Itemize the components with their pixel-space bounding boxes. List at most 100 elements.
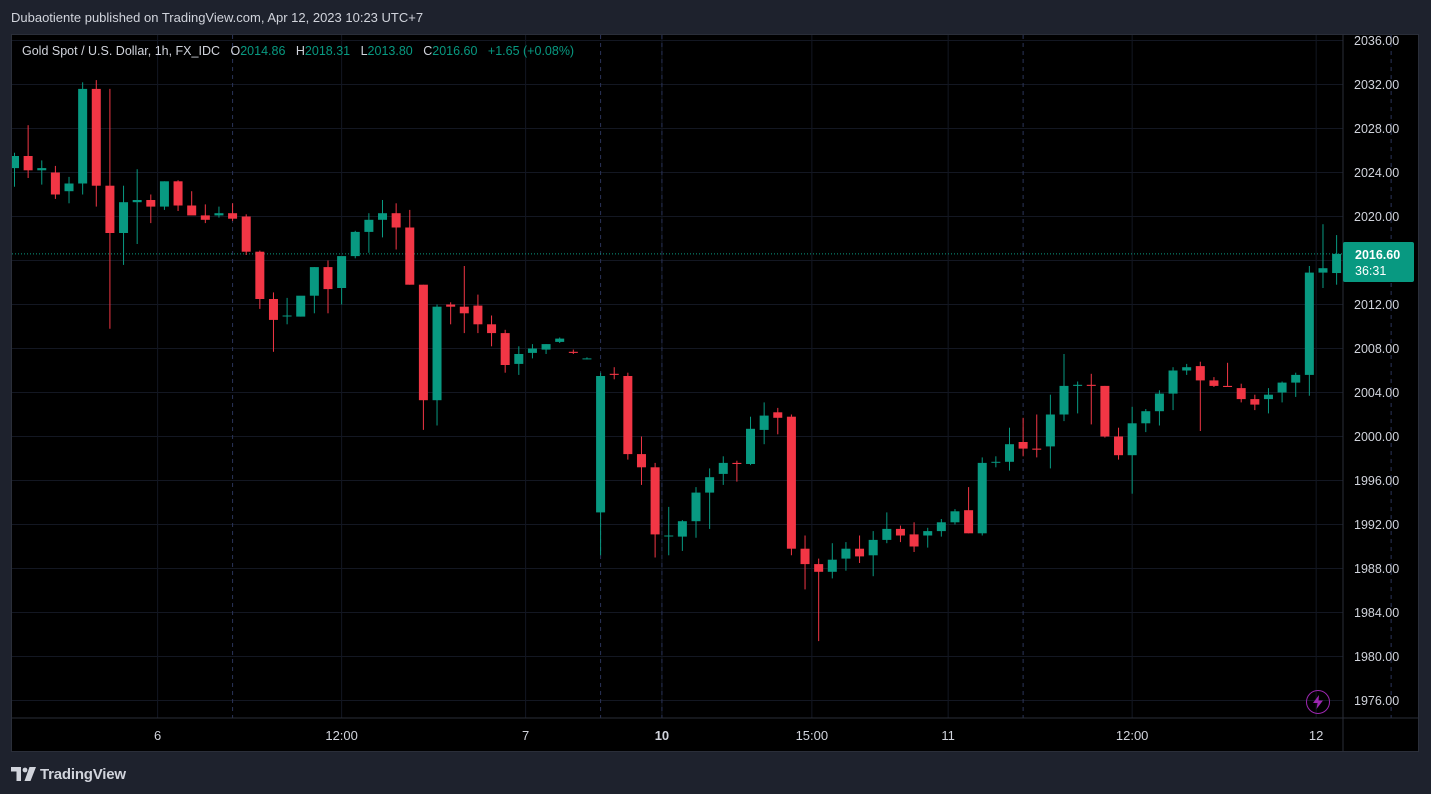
- candle-75[interactable]: [1032, 414, 1042, 458]
- candle-52[interactable]: [718, 456, 728, 485]
- candlestick-chart[interactable]: 2036.00 2032.00 2028.00 2024.00 2020.00 2016.…: [12, 35, 1418, 751]
- candle-82[interactable]: [1127, 406, 1137, 494]
- candle-62[interactable]: [855, 535, 865, 564]
- candle-6[interactable]: [91, 80, 101, 207]
- candle-50[interactable]: [691, 487, 701, 538]
- candle-47[interactable]: [650, 462, 660, 558]
- candle-7[interactable]: [105, 88, 115, 329]
- candle-29[interactable]: [405, 209, 415, 285]
- candle-45[interactable]: [623, 372, 633, 460]
- candle-37[interactable]: [514, 346, 524, 375]
- candle-10[interactable]: [146, 194, 156, 224]
- candle-68[interactable]: [936, 519, 946, 537]
- candle-18[interactable]: [255, 250, 265, 309]
- candle-30[interactable]: [418, 284, 428, 430]
- footer-branding[interactable]: TradingView: [11, 764, 126, 784]
- candle-36[interactable]: [500, 329, 510, 373]
- candle-72[interactable]: [991, 456, 1001, 468]
- candle-27[interactable]: [378, 200, 388, 238]
- candle-53[interactable]: [732, 460, 742, 482]
- candle-31[interactable]: [432, 304, 442, 426]
- candle-14[interactable]: [200, 204, 210, 224]
- candle-33[interactable]: [459, 266, 469, 334]
- candle-67[interactable]: [923, 527, 933, 548]
- candle-60[interactable]: [827, 543, 837, 579]
- candle-79[interactable]: [1086, 373, 1096, 425]
- candle-28[interactable]: [391, 203, 401, 250]
- candle-16[interactable]: [228, 203, 238, 221]
- candle-20[interactable]: [282, 297, 292, 325]
- candle-24[interactable]: [337, 256, 347, 305]
- candle-66[interactable]: [909, 522, 919, 552]
- candle-61[interactable]: [841, 542, 851, 571]
- candle-2[interactable]: [37, 160, 47, 185]
- candle-76[interactable]: [1045, 394, 1055, 469]
- candle-46[interactable]: [636, 436, 646, 485]
- price-axis[interactable]: 2036.00 2032.00 2028.00 2024.00 2020.00 2016.…: [1354, 35, 1399, 708]
- candle-91[interactable]: [1250, 394, 1260, 411]
- candle-12[interactable]: [173, 180, 183, 211]
- candle-71[interactable]: [977, 457, 987, 536]
- candle-23[interactable]: [323, 260, 333, 314]
- candle-87[interactable]: [1195, 361, 1205, 431]
- candle-8[interactable]: [119, 185, 129, 265]
- candle-73[interactable]: [1004, 427, 1014, 471]
- candle-65[interactable]: [895, 525, 905, 543]
- candle-21[interactable]: [296, 295, 306, 317]
- candle-13[interactable]: [187, 191, 197, 216]
- candle-48[interactable]: [664, 506, 674, 556]
- candle-92[interactable]: [1263, 388, 1273, 414]
- chart-panel[interactable]: 2036.00 2032.00 2028.00 2024.00 2020.00 2016.…: [11, 34, 1419, 752]
- candle-15[interactable]: [214, 206, 224, 218]
- candle-19[interactable]: [268, 292, 278, 352]
- candle-26[interactable]: [364, 213, 374, 253]
- candle-41[interactable]: [568, 349, 578, 354]
- candle-42[interactable]: [582, 357, 592, 360]
- candle-5[interactable]: [78, 82, 88, 195]
- candle-81[interactable]: [1114, 427, 1124, 460]
- candle-49[interactable]: [677, 520, 687, 551]
- candle-22[interactable]: [309, 267, 319, 314]
- candle-58[interactable]: [800, 535, 810, 590]
- candle-70[interactable]: [964, 487, 974, 534]
- candle-25[interactable]: [350, 230, 360, 259]
- candle-84[interactable]: [1154, 390, 1164, 426]
- candle-97[interactable]: [1332, 235, 1342, 285]
- candle-51[interactable]: [705, 468, 715, 529]
- candle-94[interactable]: [1291, 372, 1301, 397]
- candles[interactable]: [12, 80, 1342, 642]
- candle-59[interactable]: [814, 558, 824, 642]
- candle-89[interactable]: [1223, 362, 1233, 387]
- candle-35[interactable]: [487, 315, 497, 347]
- candle-93[interactable]: [1277, 381, 1287, 403]
- candle-44[interactable]: [609, 367, 619, 380]
- lightning-bolt-icon[interactable]: [1306, 690, 1330, 714]
- candle-74[interactable]: [1018, 417, 1028, 457]
- candle-43[interactable]: [596, 372, 606, 556]
- candle-54[interactable]: [746, 416, 756, 466]
- candle-90[interactable]: [1236, 383, 1246, 403]
- candle-39[interactable]: [541, 344, 551, 354]
- candle-17[interactable]: [241, 214, 251, 255]
- candle-96[interactable]: [1318, 224, 1328, 288]
- candle-38[interactable]: [527, 344, 537, 359]
- candle-57[interactable]: [786, 414, 796, 556]
- candle-34[interactable]: [473, 294, 483, 334]
- candle-9[interactable]: [132, 169, 142, 244]
- candle-4[interactable]: [64, 176, 74, 204]
- candle-86[interactable]: [1182, 363, 1192, 375]
- candle-32[interactable]: [446, 302, 456, 325]
- candle-0[interactable]: [12, 152, 19, 187]
- candle-56[interactable]: [773, 407, 783, 435]
- candle-64[interactable]: [882, 512, 892, 544]
- candle-95[interactable]: [1304, 266, 1314, 396]
- candle-83[interactable]: [1141, 409, 1151, 433]
- candle-69[interactable]: [950, 509, 960, 525]
- candle-80[interactable]: [1100, 385, 1110, 438]
- candle-85[interactable]: [1168, 367, 1178, 411]
- candle-78[interactable]: [1073, 381, 1083, 414]
- candle-3[interactable]: [50, 165, 60, 199]
- candle-1[interactable]: [23, 125, 33, 178]
- candle-63[interactable]: [868, 531, 878, 577]
